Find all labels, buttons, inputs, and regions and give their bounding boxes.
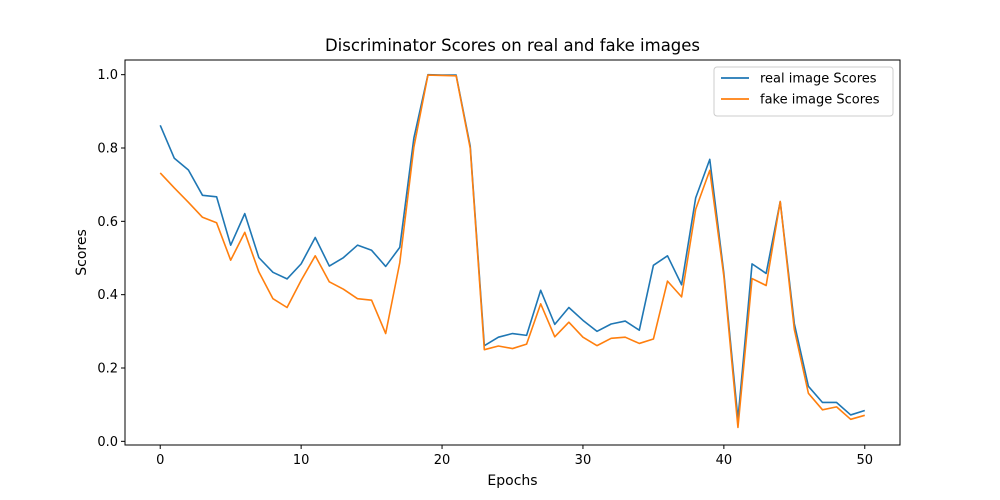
x-tick-label: 30 <box>575 453 592 468</box>
y-tick-label: 0.4 <box>97 288 118 303</box>
x-tick-label: 0 <box>156 453 164 468</box>
series-line-real <box>159 73 866 421</box>
y-tick-label: 0.0 <box>97 435 118 450</box>
legend-box <box>713 66 894 117</box>
y-tick-label: 0.8 <box>97 142 118 157</box>
plot-lines <box>159 73 866 429</box>
y-axis-label: Scores <box>74 229 90 276</box>
y-tick-label: 0.2 <box>97 362 118 377</box>
x-tick-label: 20 <box>434 453 451 468</box>
series-line-fake <box>159 74 865 429</box>
plot-frame <box>124 59 901 446</box>
chart-title: Discriminator Scores on real and fake im… <box>325 36 700 55</box>
legend: real image Scores fake image Scores <box>713 66 894 117</box>
x-axis-label: Epochs <box>487 473 537 489</box>
x-tick-label: 10 <box>293 453 310 468</box>
y-axis: 0.0 0.2 0.4 0.6 0.8 1.0 <box>97 68 125 450</box>
x-tick-label: 50 <box>856 453 873 468</box>
legend-label: real image Scores <box>760 72 877 87</box>
y-tick-label: 0.6 <box>97 215 118 230</box>
x-tick-label: 40 <box>716 453 733 468</box>
y-tick-label: 1.0 <box>97 68 118 83</box>
x-axis: 0 10 20 30 40 50 <box>156 445 873 468</box>
legend-label: fake image Scores <box>760 93 880 108</box>
